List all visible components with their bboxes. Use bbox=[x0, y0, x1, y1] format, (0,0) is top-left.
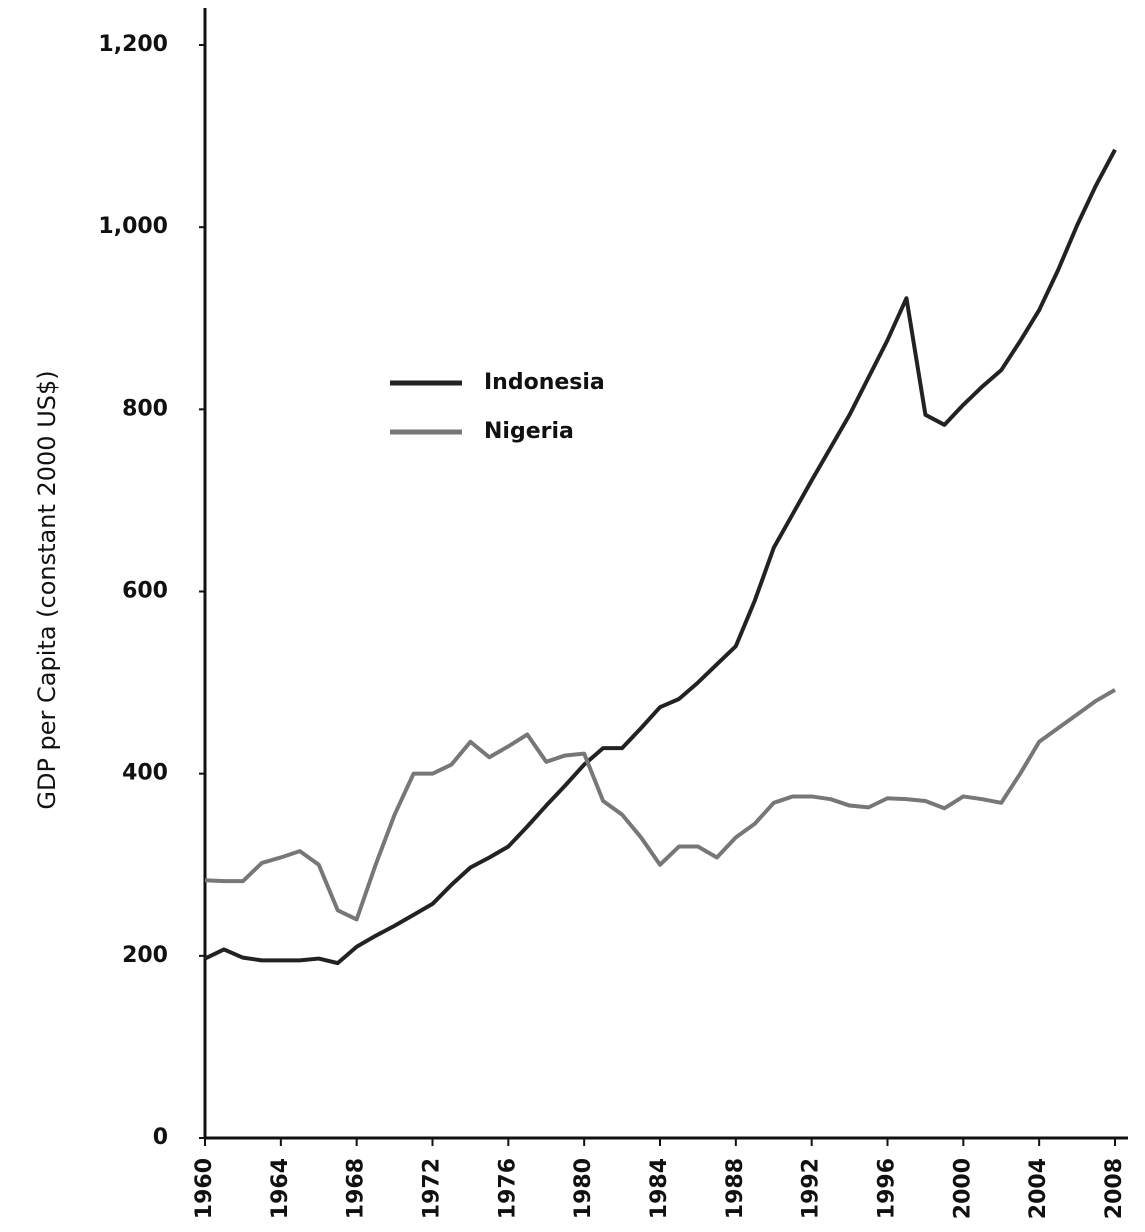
x-tick-label: 1996 bbox=[875, 1158, 900, 1219]
y-tick-label: 600 bbox=[122, 579, 168, 604]
line-series bbox=[204, 148, 1117, 966]
legend-label: Indonesia bbox=[484, 370, 605, 395]
x-tick-label: 1980 bbox=[571, 1158, 596, 1219]
x-tick-label: 2000 bbox=[950, 1158, 975, 1219]
y-tick-label: 400 bbox=[122, 761, 168, 786]
legend-label: Nigeria bbox=[484, 419, 574, 444]
x-tick-label: 1972 bbox=[420, 1158, 445, 1219]
x-tick-label: 1968 bbox=[344, 1158, 369, 1219]
x-tick-label: 1976 bbox=[495, 1158, 520, 1219]
x-tick-label: 1960 bbox=[192, 1158, 217, 1219]
y-tick-label: 200 bbox=[122, 943, 168, 968]
y-tick-label: 800 bbox=[122, 396, 168, 421]
y-tick-label: 1,200 bbox=[98, 32, 168, 57]
x-tick-label: 2004 bbox=[1026, 1158, 1051, 1219]
line-series bbox=[204, 688, 1116, 922]
x-tick-label: 2008 bbox=[1102, 1158, 1127, 1219]
y-tick-label: 1,000 bbox=[98, 214, 168, 239]
y-axis-label: GDP per Capita (constant 2000 US$) bbox=[33, 370, 61, 809]
x-tick-label: 1992 bbox=[799, 1158, 824, 1219]
x-tick-label: 1964 bbox=[268, 1158, 293, 1219]
x-tick-label: 1988 bbox=[723, 1158, 748, 1219]
x-tick-label: 1984 bbox=[647, 1158, 672, 1219]
y-tick-label: 0 bbox=[153, 1125, 168, 1150]
